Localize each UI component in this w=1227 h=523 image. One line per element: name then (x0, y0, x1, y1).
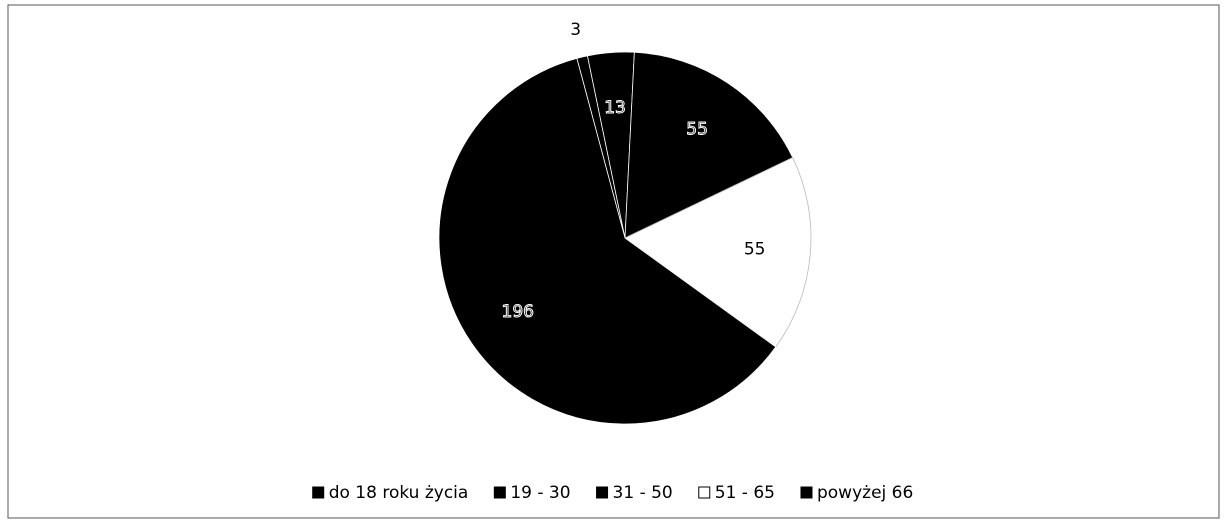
data-label: 13 (604, 98, 626, 118)
legend-label: do 18 roku życia (329, 483, 469, 503)
legend-label: 51 - 65 (715, 483, 775, 503)
pie-slice (624, 51, 794, 239)
legend: do 18 roku życia 19 - 30 31 - 50 51 - 65 pow… (312, 483, 913, 503)
pie-slice (624, 157, 812, 348)
legend-swatch (698, 486, 711, 499)
data-label: 55 (744, 240, 766, 260)
legend-swatch (312, 486, 325, 499)
pie-slice (438, 57, 777, 425)
legend-swatch (596, 486, 609, 499)
data-label: 196 (502, 302, 534, 322)
data-label: 55 (686, 120, 708, 140)
legend-swatch (800, 486, 813, 499)
legend-label: 31 - 50 (613, 483, 673, 503)
legend-label: powyżej 66 (817, 483, 913, 503)
legend-label: 19 - 30 (510, 483, 570, 503)
legend-swatch (493, 486, 506, 499)
data-label: 3 (570, 20, 581, 40)
